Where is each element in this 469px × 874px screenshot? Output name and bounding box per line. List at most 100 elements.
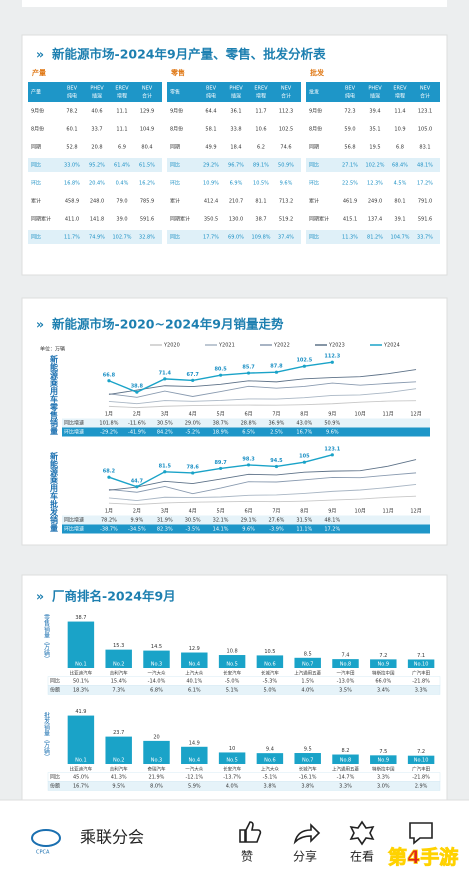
header-code: BEV [67,86,78,92]
table-cell: 6.8 [396,145,404,151]
rank-label: No.2 [113,758,124,764]
table-cell: 112.3 [279,109,293,115]
slide-title: 新能源市场-2020~2024年9月销量走势 [52,317,284,332]
series-line [108,459,417,491]
x-tick-label: 上汽大众 [261,766,279,773]
table-cell: 31.5% [296,518,312,524]
table-cell: 72.3 [344,109,355,115]
table-cell: 96.7% [228,163,244,169]
table-cell: 248.0 [90,199,104,205]
table-row-label: 份额 [50,687,60,694]
action-label[interactable]: 分享 [293,849,317,864]
x-tick-label: 3月 [161,412,169,418]
table-cell: 5.1% [226,688,239,694]
slide-title: 厂商排名-2024年9月 [52,589,176,604]
rank-label: No.7 [302,662,313,668]
like-icon[interactable] [239,821,262,843]
table-cell: 30.5% [157,421,173,427]
table-cell: 80.1 [394,199,405,205]
bar [181,652,208,668]
rank-label: No.4 [189,758,200,764]
comment-icon[interactable] [409,822,433,845]
share-icon[interactable] [293,823,321,845]
section-heading: 零售 [170,68,185,77]
row-label: 环比 [309,180,319,187]
table-cell: 415.1 [343,217,357,223]
x-tick-label: 比亚迪汽车 [70,670,93,677]
data-label: 7.2 [417,749,425,755]
bar [294,753,321,764]
table-cell: -12.1% [185,775,203,781]
table-cell: 95.2% [89,163,105,169]
header-code: NEV [420,86,431,92]
table-cell: 18.4 [230,145,241,151]
table-cell: -41.9% [128,430,146,436]
point [302,460,306,464]
table-cell: 5.9% [188,784,201,790]
table-cell: 6.5% [242,430,255,436]
header-code: PHEV [229,86,243,92]
table-cell: -38.7% [100,527,118,533]
header-code: BEV [206,86,217,92]
table-cell: 591.6 [418,217,432,223]
x-tick-label: 9月 [328,509,336,515]
account-name[interactable]: 乘联分会 [80,828,144,847]
x-tick-label: 一汽大众 [185,766,203,773]
table-row-label: 同比 [50,774,60,781]
header-cell: 零售 [170,89,180,96]
table-cell: 17.2% [324,527,340,533]
x-tick-label: 5月 [217,412,225,418]
x-tick-label: 一汽丰田 [337,670,355,677]
table-cell: 10.5% [253,181,269,187]
table-cell: 14.1% [213,527,229,533]
table-row [47,781,441,791]
x-tick-label: 11月 [382,412,393,418]
rank-label: No.9 [378,662,389,668]
header-name: 纯电 [345,93,355,100]
table-cell: 68.4% [392,163,408,169]
data-label: 9.5 [304,747,312,753]
row-highlight [306,158,440,172]
unit: 单位：万辆 [40,346,65,353]
table-cell: 37.4% [278,235,294,241]
data-label: 7.5 [379,749,387,755]
action-label[interactable]: 赞 [241,850,253,864]
table-cell: 458.9 [65,199,79,205]
table-cell: 80.4 [141,145,152,151]
bar [218,655,246,668]
data-label: 10.5 [264,649,275,655]
action-label[interactable]: 在看 [350,850,374,864]
bar [143,740,170,764]
table-cell: 79.0 [116,199,127,205]
data-label: 7.2 [379,653,387,659]
table-cell: 11.1% [296,527,312,533]
legend-label: Y2023 [328,343,345,349]
table-cell: 39.1 [394,217,405,223]
table-cell: 66.0% [375,679,391,685]
row-label: 8月份 [309,126,322,133]
table-cell: 33.7 [91,127,102,133]
x-tick-label: 广汽丰田 [412,766,430,773]
table-cell: 11.3% [342,235,358,241]
row-label: 环比 [170,180,180,187]
table-row [62,418,430,428]
table-cell: 3.5% [339,688,352,694]
table-row-label: 环比增速 [64,429,84,436]
wow-icon[interactable] [349,820,375,846]
rank-label: No.5 [226,662,237,668]
table-cell: 40.6 [91,109,102,115]
x-tick-label: 1月 [105,509,113,515]
header-name: 纯电 [67,93,77,100]
table-cell: 6.9% [230,181,243,187]
row-label: 同比 [309,234,319,241]
point [330,360,334,364]
header-name: 纯电 [206,93,216,100]
table-cell: -16.1% [299,775,317,781]
table-cell: 16.2% [139,181,155,187]
table-cell: 36.1 [230,109,241,115]
rank-label: No.8 [340,662,351,668]
table-cell: 6.8% [150,688,163,694]
data-label: 14.9 [189,740,200,746]
bar [105,649,132,668]
